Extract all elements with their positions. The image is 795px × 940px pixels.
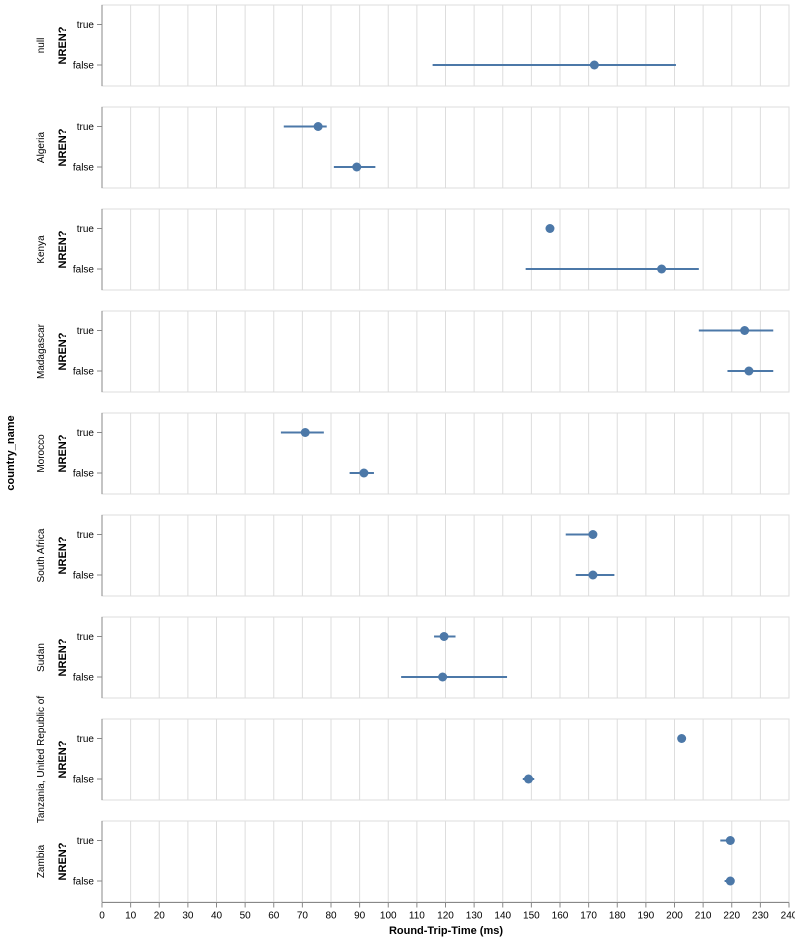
- x-tick-label: 180: [609, 911, 626, 922]
- y-axis-title: NREN?: [57, 332, 69, 370]
- x-tick-label: 20: [154, 911, 166, 922]
- facet-madagascar: true false Madagascar NREN?: [36, 310, 790, 393]
- y-tick-label: true: [77, 530, 95, 541]
- mean-point: [439, 632, 449, 641]
- mean-point: [359, 468, 369, 478]
- x-tick-label: 230: [752, 911, 769, 922]
- y-tick-label: true: [77, 428, 95, 439]
- y-tick-label: false: [73, 367, 95, 378]
- facet-morocco: true false Morocco NREN?: [36, 412, 790, 495]
- facet-row-label: Tanzania, United Republic of: [36, 696, 47, 824]
- x-tick-label: 140: [494, 911, 511, 922]
- mean-point: [725, 836, 735, 845]
- x-tick-label: 130: [466, 911, 483, 922]
- mean-point: [744, 366, 754, 376]
- mean-point: [524, 774, 534, 784]
- facet-zambia: true false Zambia NREN?: [36, 820, 790, 903]
- y-tick-label: true: [77, 734, 95, 745]
- facet-axis-title: country_name: [5, 415, 17, 490]
- y-tick-label: false: [73, 163, 95, 174]
- mean-point: [545, 224, 555, 233]
- y-axis-title: NREN?: [57, 128, 69, 166]
- facet-sudan: true false Sudan NREN?: [36, 616, 790, 699]
- facet-algeria: true false Algeria NREN?: [36, 106, 790, 189]
- mean-point: [589, 60, 599, 70]
- x-tick-label: 240: [781, 911, 795, 922]
- y-tick-label: false: [73, 571, 95, 582]
- y-tick-label: true: [77, 122, 95, 133]
- mean-point: [438, 672, 448, 682]
- x-tick-label: 150: [523, 911, 540, 922]
- y-tick-label: false: [73, 61, 95, 72]
- y-tick-label: true: [77, 326, 95, 337]
- y-axis-title: NREN?: [57, 842, 69, 880]
- x-tick-label: 160: [552, 911, 569, 922]
- x-tick-label: 210: [695, 911, 712, 922]
- mean-point: [740, 326, 750, 335]
- facet-south-africa: true false South Africa NREN?: [36, 514, 790, 597]
- x-axis: 0 10 20 30 40 50 60 70 80 90 100 110 120 130 140 150 160…: [99, 902, 795, 922]
- facet-row-label: Morocco: [36, 434, 47, 473]
- facet-null: true false null NREN?: [36, 4, 790, 87]
- facet-row-label: Zambia: [36, 844, 47, 878]
- facet-tanzania-united-republic-of: true false Tanzania, United Republic of NRE…: [36, 696, 790, 824]
- facet-row-label: Algeria: [36, 132, 47, 164]
- mean-point: [313, 122, 323, 131]
- y-tick-label: false: [73, 775, 95, 786]
- x-tick-label: 40: [211, 911, 223, 922]
- x-tick-label: 60: [268, 911, 280, 922]
- y-axis-title: NREN?: [57, 536, 69, 574]
- mean-point: [588, 570, 598, 580]
- y-tick-label: true: [77, 224, 95, 235]
- facet-row-label: Madagascar: [36, 323, 47, 379]
- facet-row-label: Kenya: [36, 235, 47, 264]
- x-tick-label: 90: [354, 911, 366, 922]
- facet-row-label: null: [36, 38, 47, 54]
- mean-point: [677, 734, 687, 743]
- mean-point: [352, 162, 362, 172]
- x-tick-label: 220: [723, 911, 740, 922]
- x-tick-label: 0: [99, 911, 105, 922]
- facet-kenya: true false Kenya NREN?: [36, 208, 790, 291]
- mean-point: [588, 530, 598, 539]
- facet-row-label: South Africa: [36, 528, 47, 582]
- x-tick-label: 30: [182, 911, 194, 922]
- y-tick-label: false: [73, 673, 95, 684]
- y-tick-label: false: [73, 877, 95, 888]
- y-axis-title: NREN?: [57, 26, 69, 64]
- y-tick-label: false: [73, 469, 95, 480]
- x-tick-label: 100: [380, 911, 397, 922]
- x-axis-title: Round-Trip-Time (ms): [389, 925, 503, 937]
- y-axis-title: NREN?: [57, 638, 69, 676]
- x-tick-label: 190: [638, 911, 655, 922]
- x-tick-label: 80: [325, 911, 337, 922]
- mean-point: [657, 264, 667, 274]
- x-tick-label: 170: [580, 911, 597, 922]
- x-tick-label: 110: [409, 911, 425, 922]
- y-tick-label: true: [77, 632, 95, 643]
- y-axis-title: NREN?: [57, 434, 69, 472]
- y-axis-title: NREN?: [57, 230, 69, 268]
- y-tick-label: true: [77, 20, 95, 31]
- x-tick-label: 200: [666, 911, 683, 922]
- mean-point: [300, 428, 310, 437]
- x-tick-label: 70: [297, 911, 309, 922]
- y-tick-label: false: [73, 265, 95, 276]
- x-tick-label: 10: [125, 911, 137, 922]
- x-tick-label: 50: [240, 911, 252, 922]
- facet-row-label: Sudan: [36, 643, 47, 672]
- y-axis-title: NREN?: [57, 740, 69, 778]
- mean-point: [725, 876, 735, 886]
- y-tick-label: true: [77, 836, 95, 847]
- x-tick-label: 120: [437, 911, 454, 922]
